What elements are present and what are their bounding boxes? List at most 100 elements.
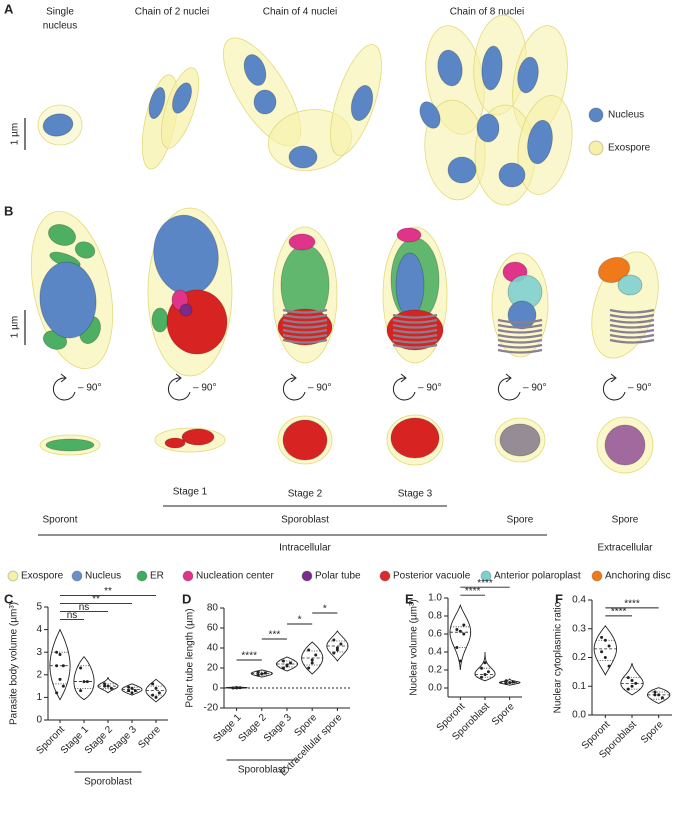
rotation-label: – 90° xyxy=(628,383,651,394)
data-point xyxy=(154,695,158,699)
data-point xyxy=(462,632,466,636)
nucleus xyxy=(148,87,166,119)
data-point xyxy=(61,684,65,688)
rotation-label: – 90° xyxy=(193,383,216,394)
panel-label: E xyxy=(405,591,414,606)
data-point xyxy=(109,686,113,690)
data-point xyxy=(483,661,487,665)
legend-swatch xyxy=(182,570,194,582)
legend-swatch xyxy=(301,570,313,582)
data-point xyxy=(332,638,336,642)
nucleus xyxy=(481,45,503,91)
data-point xyxy=(133,689,137,693)
significance-label: *** xyxy=(269,630,281,641)
data-point xyxy=(238,686,242,690)
rotation-icon xyxy=(400,373,407,383)
y-tick-label: 0.2 xyxy=(572,652,586,663)
polar-tube-coil xyxy=(497,338,543,344)
data-point xyxy=(289,661,293,665)
data-point xyxy=(256,670,260,674)
polar-tube xyxy=(179,303,193,317)
nucleus xyxy=(419,101,441,129)
data-point xyxy=(310,661,314,665)
polar-tube-coil xyxy=(497,323,543,329)
y-tick-label: 0.0 xyxy=(428,683,442,694)
legend-label: Polar tube xyxy=(315,571,361,582)
legend-swatch xyxy=(379,570,391,582)
rotation-icon xyxy=(498,377,521,401)
x-tick-label: Stage 3 xyxy=(262,712,294,744)
polar-tube-coil xyxy=(392,318,438,324)
data-point xyxy=(332,651,336,655)
group-label: Sporoblast xyxy=(84,777,132,788)
data-point xyxy=(335,648,339,652)
significance-label: ** xyxy=(104,586,112,597)
location-label: Extracellular xyxy=(597,543,653,554)
rotation-icon xyxy=(283,377,306,401)
y-tick-label: 20 xyxy=(207,663,219,674)
polar-tube-coil xyxy=(392,323,438,329)
y-tick-label: 5 xyxy=(36,602,42,613)
data-point xyxy=(127,685,131,689)
posterior-vacuole xyxy=(164,437,186,449)
group-label: Sporont xyxy=(42,515,77,526)
rotation-icon xyxy=(168,377,191,401)
er xyxy=(151,307,169,333)
polar-tube-coil xyxy=(609,328,655,334)
data-point xyxy=(657,693,661,697)
legend-swatch xyxy=(7,570,19,582)
nucleus xyxy=(288,145,318,169)
data-point xyxy=(281,659,285,663)
polar-tube-coil xyxy=(282,323,328,329)
nucleus xyxy=(517,56,539,94)
polar-tube-coil xyxy=(282,333,328,339)
data-point xyxy=(480,666,484,670)
polar-tube xyxy=(604,424,646,466)
significance-label: ns xyxy=(79,602,90,613)
data-point xyxy=(281,666,285,670)
polar-tube-coil xyxy=(497,348,543,354)
violin xyxy=(449,603,472,671)
legend-label: Nucleus xyxy=(608,110,644,121)
significance-label: **** xyxy=(624,599,640,610)
group-label: Sporoblast xyxy=(281,515,329,526)
significance-label: ns xyxy=(67,610,78,621)
data-point xyxy=(103,682,107,686)
data-point xyxy=(307,648,311,652)
violin xyxy=(474,651,496,682)
stage-label: Stage 3 xyxy=(398,489,433,500)
data-point xyxy=(458,629,462,633)
rotation-label: – 90° xyxy=(418,383,441,394)
polar-tube-coil xyxy=(609,333,655,339)
y-tick-label: 0.8 xyxy=(428,611,442,622)
polar-tube-coil xyxy=(392,328,438,334)
data-point xyxy=(508,681,512,685)
data-point xyxy=(630,684,634,688)
y-tick-label: 1.0 xyxy=(428,593,442,604)
data-point xyxy=(310,658,314,662)
rotation-icon xyxy=(60,373,67,383)
nucleus xyxy=(39,261,97,339)
data-point xyxy=(260,672,264,676)
posterior-vacuole xyxy=(386,309,444,351)
data-point xyxy=(103,684,107,688)
nucleus xyxy=(527,119,553,165)
rotation-icon xyxy=(393,377,416,401)
significance-label: **** xyxy=(611,607,627,618)
significance-label: ** xyxy=(92,594,100,605)
legend-swatch xyxy=(136,570,148,582)
anchoring-disc xyxy=(598,257,630,283)
y-tick-label: 0.6 xyxy=(428,629,442,640)
legend-label: Exospore xyxy=(608,143,651,154)
location-label: Intracellular xyxy=(279,543,331,554)
polar-tube-coil xyxy=(497,318,543,324)
y-tick-label: 0.3 xyxy=(572,623,586,634)
data-point xyxy=(55,664,59,668)
er xyxy=(74,241,96,259)
panel-label: A xyxy=(4,1,14,16)
data-point xyxy=(462,623,466,627)
legend-swatch xyxy=(591,570,603,582)
legend-swatch xyxy=(588,140,604,156)
